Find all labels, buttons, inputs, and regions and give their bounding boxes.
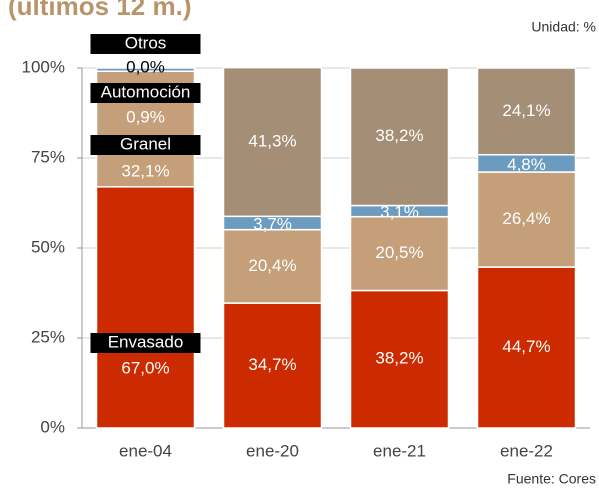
series-name: Automoción	[101, 82, 191, 101]
value-label: 26,4%	[502, 209, 550, 228]
x-tick-label: ene-04	[119, 441, 172, 460]
y-tick-label: 0%	[40, 417, 65, 436]
x-tick-label: ene-20	[246, 441, 299, 460]
value-label: 3,7%	[253, 214, 292, 233]
value-label: 38,2%	[375, 349, 423, 368]
bar-segment	[476, 67, 577, 156]
unit-note: Unidad: %	[531, 19, 596, 35]
bar-segment	[349, 67, 450, 207]
series-name-box	[90, 135, 201, 155]
bar-segment	[95, 67, 196, 72]
y-tick-label: 25%	[31, 327, 65, 346]
bar-segment	[349, 215, 450, 292]
value-label: 3,1%	[380, 203, 419, 222]
series-name: Envasado	[108, 332, 184, 351]
bar-segment	[222, 66, 323, 218]
value-label: 38,2%	[375, 126, 423, 145]
x-tick-label: ene-21	[373, 441, 426, 460]
series-name-box	[90, 83, 201, 103]
value-label: 24,1%	[502, 101, 550, 120]
chart-title: (últimos 12 m.)	[8, 0, 191, 21]
y-tick-label: 100%	[22, 57, 65, 76]
series-name-box	[90, 34, 201, 54]
series-name: Granel	[120, 134, 171, 153]
value-label: 0,0%	[126, 57, 165, 76]
series-name: Otros	[125, 33, 167, 52]
bar-segment	[222, 228, 323, 304]
bar-segment	[349, 289, 450, 429]
value-label: 4,8%	[507, 155, 546, 174]
value-label: 20,5%	[375, 243, 423, 262]
source-note: Fuente: Cores	[507, 471, 596, 487]
value-label: 41,3%	[248, 131, 296, 150]
y-tick-label: 50%	[31, 237, 65, 256]
y-tick-label: 75%	[31, 147, 65, 166]
bar-segment	[222, 302, 323, 429]
series-name-box	[90, 333, 201, 353]
value-label: 67,0%	[121, 358, 169, 377]
value-label: 20,4%	[248, 256, 296, 275]
value-label: 0,9%	[126, 107, 165, 126]
value-label: 34,7%	[248, 355, 296, 374]
value-label: 44,7%	[502, 337, 550, 356]
x-tick-label: ene-22	[500, 441, 553, 460]
bar-segment	[476, 266, 577, 429]
value-label: 32,1%	[121, 161, 169, 180]
bar-segment	[95, 186, 196, 429]
